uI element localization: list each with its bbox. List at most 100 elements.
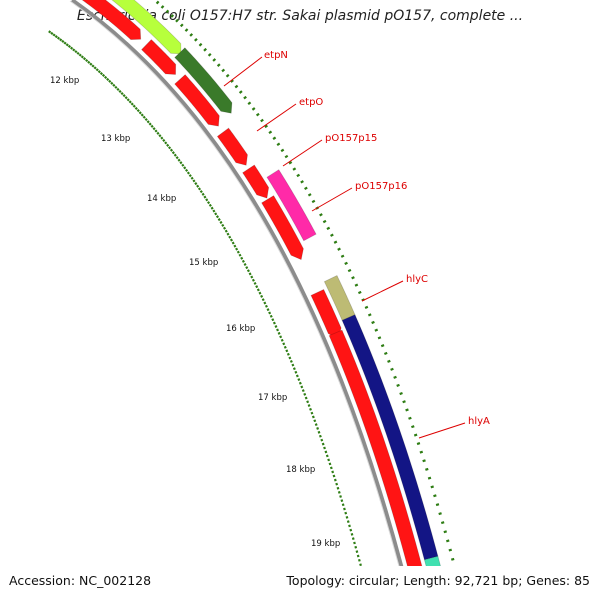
gene-label-pO157p15[interactable]: pO157p15 [325,133,377,144]
etpN-leader [223,56,263,87]
outer-tick [238,90,243,94]
scale-tick [152,127,156,131]
scale-tick [177,158,181,162]
gene-block-hlyC[interactable] [323,275,356,321]
scale-tick [171,151,175,155]
gene-label-etpN[interactable]: etpN [264,50,288,61]
scale-tick [222,226,227,230]
gene-label-pO157p16[interactable]: pO157p16 [355,181,407,192]
outer-tick [288,161,293,165]
scale-tick [122,94,126,98]
gene-label-hlyC[interactable]: hlyC [406,274,428,285]
scale-tick [210,206,214,210]
gene-label-hlyA[interactable]: hlyA [468,416,490,427]
outer-tick [413,433,418,437]
map-title: Escherichia coli O157:H7 str. Sakai plas… [76,8,524,24]
outer-tick [203,47,207,52]
gene-block[interactable] [141,39,177,75]
scale-tick [215,215,219,219]
scale-tick [317,430,321,434]
scale-tick [50,31,54,35]
scale-tick [186,171,190,175]
gene-block[interactable] [216,127,248,166]
scale-tick [116,87,120,91]
scale-tick [85,58,89,63]
outer-tick [268,130,273,135]
outer-tick [260,118,264,123]
scale-tick [297,378,301,381]
scale-tick [48,30,52,34]
scale-tick [310,411,314,415]
scale-label-16kbp: 16 kbp [226,324,255,334]
gene-block[interactable] [60,0,142,40]
scale-tick [229,238,233,242]
scale-tick [243,262,247,266]
scale-tick [124,96,128,100]
outer-tick [189,33,194,37]
outer-tick [264,124,269,129]
scale-tick [255,285,259,289]
scale-tick [349,528,353,532]
scale-tick [192,179,196,183]
scale-tick [314,423,318,427]
outer-tick [351,276,355,280]
scale-tick [348,524,351,528]
scale-tick [130,102,134,106]
gene-label-etpO[interactable]: etpO [299,97,323,108]
label-lines [223,56,466,439]
scale-tick [292,367,296,371]
pO157p15-leader [282,139,323,167]
outer-tick [216,63,221,67]
outer-tick [175,18,179,23]
gene-block[interactable] [423,555,449,600]
scale-tick [87,60,91,64]
scale-tick [138,111,142,115]
scale-tick [126,98,130,102]
scale-tick [288,356,292,360]
gene-block[interactable] [174,74,220,127]
etpO-leader [256,103,297,132]
scale-tick [251,278,255,282]
outer-tick [165,9,170,14]
gene-block-pO157p16[interactable] [266,169,317,242]
scale-tick [282,342,286,346]
scale-tick [316,427,320,430]
gene-block[interactable] [261,195,304,261]
outer-tick [170,14,175,18]
scale-label-14kbp: 14 kbp [147,194,176,204]
scale-tick [306,400,310,404]
scale-tick [245,266,249,270]
scale-tick [128,100,132,104]
scale-tick [248,272,252,276]
outer-tick [387,359,391,363]
gene-block[interactable] [328,329,432,600]
scale-tick [56,36,61,40]
outer-tick [160,5,165,9]
scale-tick [277,331,281,335]
scale-tick [300,385,304,389]
gene-block[interactable] [242,164,270,199]
outer-tick [433,494,437,498]
scale-tick [261,298,265,302]
scale-tick [289,360,293,363]
scale-tick [142,115,146,119]
gene-block-hlyA[interactable] [341,314,439,561]
outer-tick [247,101,252,106]
scale-tick [269,314,273,318]
outer-tick [440,521,445,525]
outer-tick [422,459,426,463]
outer-tick [438,512,442,516]
scale-tick [286,352,290,356]
gene-block-etpO[interactable] [174,47,233,114]
scale-tick [146,120,150,124]
scale-tick [346,520,350,523]
scale-tick [335,482,339,486]
scale-tick [318,434,322,438]
outer-tick [194,37,198,42]
scale-tick [173,153,177,157]
gene-block-etpN[interactable] [70,0,182,55]
hlyA-leader [418,422,466,439]
outer-tick [390,367,394,371]
outer-tick [396,383,400,387]
